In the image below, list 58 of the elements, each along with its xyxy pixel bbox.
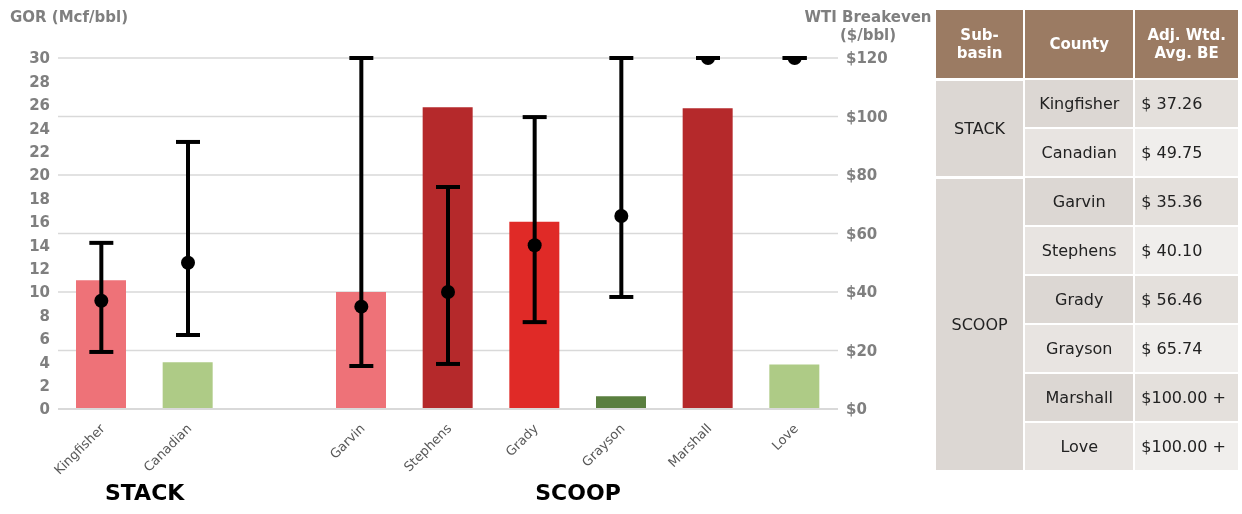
text: Adj. Wtd. Avg. BE [1134, 9, 1239, 79]
bar [596, 396, 646, 409]
bar [769, 364, 820, 409]
text: $ 35.36 [1141, 192, 1203, 211]
y2-tick-label: $100 [846, 107, 888, 126]
y2-axis-title: WTI Breakeven ($/bbl) [803, 8, 933, 44]
text: Sub-basin [935, 9, 1025, 79]
point [94, 293, 109, 308]
text: County [1024, 9, 1135, 79]
y2-tick-label: $60 [846, 224, 878, 243]
y-tick-label: 16 [29, 213, 50, 232]
point [614, 208, 629, 223]
y2-tick-label: $120 [846, 49, 888, 68]
category-label: Grady [1024, 275, 1135, 324]
y-tick-label: 14 [29, 236, 50, 255]
category-label: Garvin [1024, 177, 1135, 226]
bar [162, 362, 213, 409]
y-tick-label: 26 [29, 96, 50, 115]
y-tick-label: 2 [39, 376, 50, 395]
category-label: Canadian [1024, 128, 1135, 177]
y2-tick-label: $20 [846, 341, 878, 360]
y-tick-label: 6 [39, 330, 50, 349]
text: $ 40.10 [1141, 241, 1203, 260]
point [441, 285, 455, 299]
text: SCOOP [935, 177, 1025, 471]
y2-tick-label: $0 [846, 400, 867, 419]
y-tick-label: 28 [29, 72, 50, 91]
y-tick-label: 4 [39, 353, 50, 372]
category-label: Kingfisher [1024, 79, 1135, 128]
y-axis-title: GOR (Mcf/bbl) [10, 8, 128, 26]
y2-tick-label: $80 [846, 166, 878, 185]
y-tick-label: 10 [29, 283, 50, 302]
text: $ 37.26 [1141, 94, 1203, 113]
text: $ 65.74 [1141, 339, 1203, 358]
category-label: Grayson [1024, 324, 1135, 373]
point [181, 255, 195, 270]
y-tick-label: 0 [39, 400, 50, 419]
text: SCOOP [534, 480, 622, 505]
text: $ 49.75 [1141, 143, 1203, 162]
point [527, 238, 542, 253]
bar [682, 108, 733, 409]
point [354, 299, 369, 314]
y2-tick-label: $40 [846, 283, 878, 302]
category-label: Stephens [1024, 226, 1135, 275]
text: $100.00 + [1141, 437, 1226, 456]
text: STACK [103, 480, 186, 505]
text: $100.00 + [1141, 388, 1226, 407]
y-tick-label: 8 [39, 306, 50, 325]
text: $ 56.46 [1141, 290, 1203, 309]
category-label: Marshall [1024, 373, 1135, 422]
y-tick-label: 12 [29, 259, 50, 278]
y-tick-label: 18 [29, 189, 50, 208]
y-tick-label: 22 [29, 142, 50, 161]
bar [422, 107, 473, 409]
text: STACK [935, 79, 1025, 177]
y-tick-label: 24 [29, 119, 50, 138]
y-tick-label: 30 [29, 49, 50, 68]
y-tick-label: 20 [29, 166, 50, 185]
